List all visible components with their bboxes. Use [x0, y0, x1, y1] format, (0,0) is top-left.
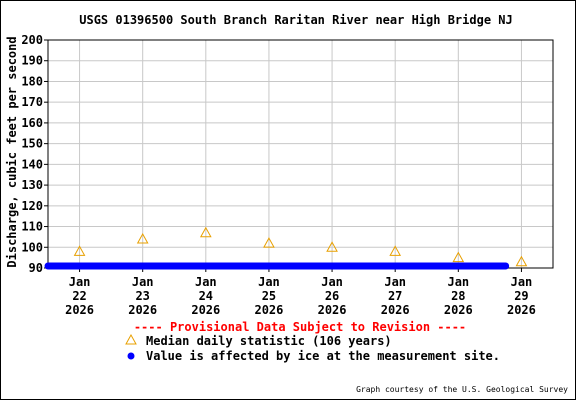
median-point — [136, 232, 149, 244]
x-tick-label: 2026 — [381, 303, 410, 317]
y-tick-label: 170 — [21, 95, 43, 109]
legend-ice-dot-icon — [127, 352, 135, 360]
median-point — [326, 241, 338, 252]
y-tick-label: 190 — [21, 54, 43, 68]
x-tick-label: 29 — [514, 289, 528, 303]
x-tick-label: 2026 — [254, 303, 283, 317]
y-tick-label: 160 — [21, 116, 43, 130]
provisional-note: ---- Provisional Data Subject to Revisio… — [134, 320, 466, 334]
median-point — [515, 255, 528, 267]
legend: Median daily statistic (106 years) Value… — [125, 333, 500, 363]
y-tick-label: 90 — [29, 261, 43, 275]
y-tick-label: 150 — [21, 137, 43, 151]
x-tick-label: Jan — [195, 275, 217, 289]
median-point — [73, 245, 86, 256]
legend-ice-label: Value is affected by ice at the measurem… — [146, 349, 500, 363]
x-tick-label: 2026 — [444, 303, 473, 317]
x-tick-label: 2026 — [128, 303, 157, 317]
legend-median-label: Median daily statistic (106 years) — [146, 334, 392, 348]
credit-text: Graph courtesy of the U.S. Geological Su… — [356, 385, 568, 394]
plot-area — [47, 39, 554, 269]
grid — [48, 39, 553, 269]
x-tick-label: Jan — [384, 275, 406, 289]
median-point — [389, 245, 402, 256]
x-tick-label: 27 — [388, 289, 402, 303]
x-tick-label: 2026 — [191, 303, 220, 317]
x-tick-label: Jan — [321, 275, 343, 289]
x-tick-label: 22 — [72, 289, 86, 303]
x-tick-label: 2026 — [318, 303, 347, 317]
y-axis-ticks: 90 100 110 120 130 140 150 160 170 180 190 200 — [21, 33, 48, 275]
x-tick-label: 28 — [451, 289, 465, 303]
y-tick-label: 180 — [21, 74, 43, 88]
x-tick-label: 26 — [325, 289, 339, 303]
x-axis-ticks: Jan222026Jan232026Jan242026Jan252026Jan2… — [65, 268, 536, 317]
legend-median-triangle-icon — [125, 333, 137, 345]
x-tick-label: Jan — [258, 275, 280, 289]
y-tick-label: 130 — [21, 178, 43, 192]
median-point — [263, 237, 275, 248]
y-tick-label: 110 — [21, 220, 43, 234]
y-tick-label: 140 — [21, 157, 43, 171]
x-tick-label: 23 — [135, 289, 149, 303]
median-point — [452, 251, 465, 263]
x-tick-label: 25 — [262, 289, 276, 303]
x-tick-label: Jan — [447, 275, 469, 289]
y-tick-label: 120 — [21, 199, 43, 213]
x-tick-label: 2026 — [65, 303, 94, 317]
chart-title: USGS 01396500 South Branch Raritan River… — [79, 13, 512, 27]
y-axis-label: Discharge, cubic feet per second — [5, 36, 19, 267]
median-daily-series — [73, 226, 528, 267]
median-point — [199, 226, 212, 238]
y-tick-label: 100 — [21, 240, 43, 254]
x-tick-label: Jan — [69, 275, 91, 289]
x-tick-label: Jan — [132, 275, 154, 289]
x-tick-label: 2026 — [507, 303, 536, 317]
x-tick-label: Jan — [511, 275, 533, 289]
x-tick-label: 24 — [199, 289, 213, 303]
y-tick-label: 200 — [21, 33, 43, 47]
